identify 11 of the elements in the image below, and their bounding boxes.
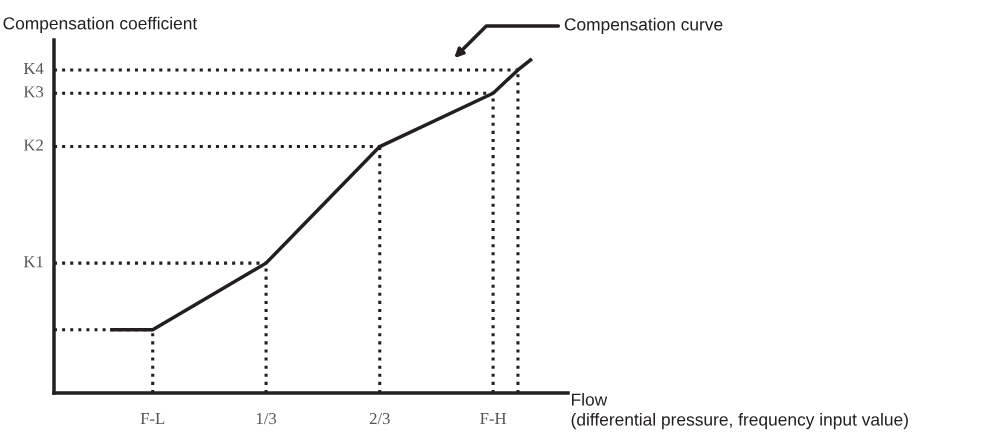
x-tick-label: 2/3: [369, 412, 390, 425]
x-axis-title: Flow (differential pressure, frequency input value): [571, 393, 908, 430]
x-tick-label: F-L: [140, 413, 165, 425]
x-tick-label: 1/3: [256, 412, 277, 425]
ref-line-label: K4: [23, 63, 44, 74]
text: Compensation curve: [564, 17, 723, 35]
ref-line-label: K3: [23, 86, 44, 98]
ref-line-label: K2: [23, 139, 43, 151]
ref-line-label: K1: [23, 256, 43, 268]
x-tick-label: F-H: [480, 413, 507, 425]
y-axis-title: Compensation coefficient: [3, 16, 198, 33]
